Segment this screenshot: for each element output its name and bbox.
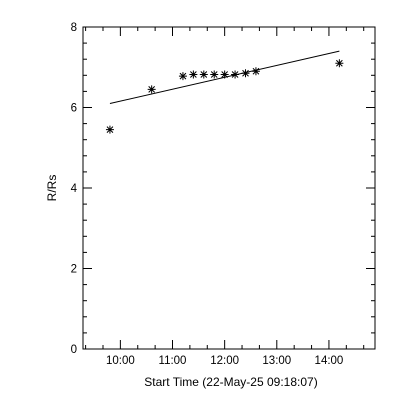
data-markers	[105, 59, 344, 134]
asterisk-strokes	[231, 70, 240, 79]
y-tick-label: 8	[71, 22, 77, 34]
x-tick-label: 14:00	[315, 355, 344, 367]
y-axis-label: R/Rs	[45, 175, 59, 202]
y-tick-label: 0	[71, 344, 77, 356]
ticks	[83, 26, 375, 350]
y-tick-label: 4	[71, 183, 78, 195]
asterisk-strokes	[251, 67, 260, 76]
data-point-marker	[178, 72, 187, 81]
x-tick-label: 10:00	[106, 355, 135, 367]
asterisk-strokes	[189, 70, 198, 79]
x-tick-label: 11:00	[159, 355, 187, 367]
data-point-marker	[231, 70, 240, 79]
asterisk-strokes	[220, 70, 229, 79]
data-point-marker	[210, 70, 219, 79]
data-point-marker	[199, 70, 208, 79]
tick-labels: 0 2 4 6 8 10:00 11:00 12:00 13:00 14:00	[71, 22, 344, 367]
asterisk-strokes	[147, 85, 156, 94]
y-tick-label: 2	[71, 264, 77, 276]
plot-frame	[82, 26, 376, 350]
asterisk-strokes	[199, 70, 208, 79]
data-point-marker	[251, 67, 260, 76]
asterisk-strokes	[178, 72, 187, 81]
asterisk-strokes	[335, 59, 344, 68]
data-point-marker	[220, 70, 229, 79]
asterisk-strokes	[241, 69, 250, 78]
asterisk-strokes	[210, 70, 219, 79]
x-tick-label: 13:00	[262, 355, 291, 367]
data-point-marker	[105, 125, 114, 134]
asterisk-strokes	[105, 125, 114, 134]
data-point-marker	[241, 69, 250, 78]
data-point-marker	[189, 70, 198, 79]
data-point-marker	[147, 85, 156, 94]
data-point-marker	[335, 59, 344, 68]
y-tick-label: 6	[71, 103, 77, 115]
x-tick-label: 12:00	[210, 355, 239, 367]
x-axis-label: Start Time (22-May-25 09:18:07)	[144, 375, 317, 389]
